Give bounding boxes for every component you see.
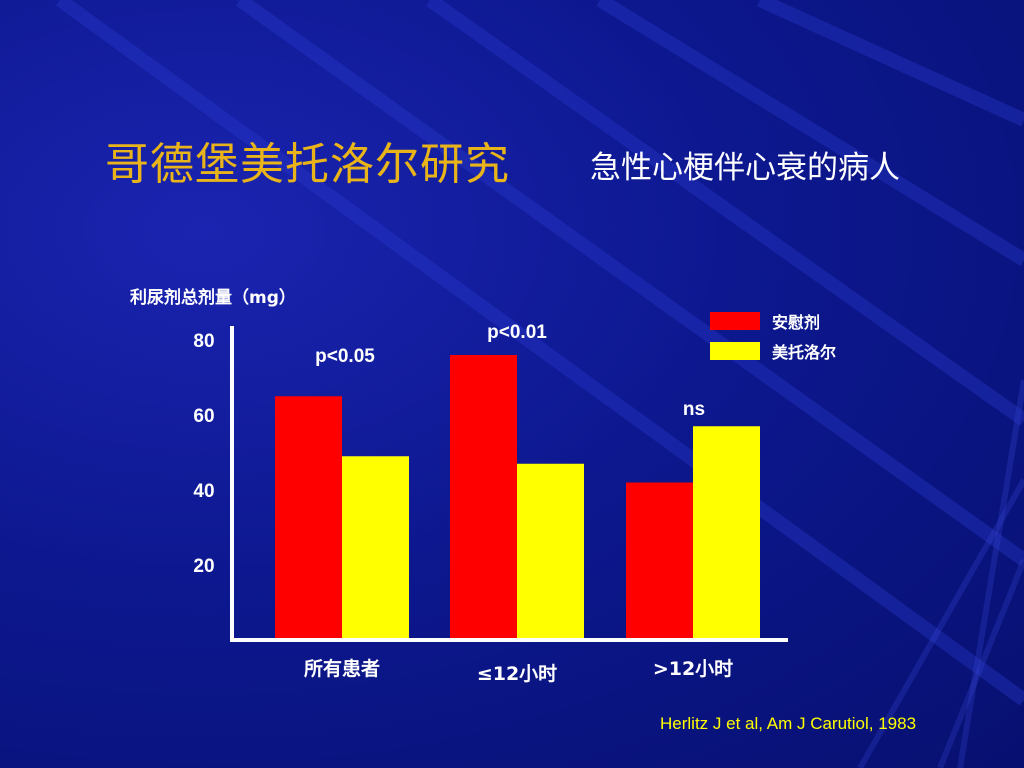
page-subtitle: 急性心梗伴心衰的病人 bbox=[590, 150, 900, 186]
bar-placebo-1 bbox=[450, 355, 517, 640]
y-axis-label: 利尿剂总剂量（mg） bbox=[130, 288, 296, 308]
bar-metoprolol-0 bbox=[342, 456, 409, 640]
significance-label: p<0.05 bbox=[315, 346, 375, 367]
y-tick-label: 80 bbox=[193, 331, 214, 352]
legend-label-placebo: 安慰剂 bbox=[772, 313, 821, 332]
y-tick-label: 20 bbox=[193, 556, 214, 577]
bar-placebo-0 bbox=[275, 396, 342, 640]
y-tick-label: 40 bbox=[193, 481, 214, 502]
legend: 安慰剂 美托洛尔 bbox=[710, 306, 836, 366]
significance-label: ns bbox=[683, 399, 705, 420]
legend-label-metoprolol: 美托洛尔 bbox=[772, 343, 837, 362]
bar-metoprolol-2 bbox=[693, 426, 760, 640]
bar-placebo-2 bbox=[626, 482, 693, 640]
legend-item-metoprolol: 美托洛尔 bbox=[710, 336, 836, 366]
x-category-label: ≤12小时 bbox=[477, 663, 557, 685]
significance-label: p<0.01 bbox=[487, 322, 547, 343]
legend-swatch-placebo bbox=[710, 312, 760, 330]
citation: Herlitz J et al, Am J Carutiol, 1983 bbox=[660, 714, 917, 733]
x-category-label: 所有患者 bbox=[304, 657, 380, 680]
legend-item-placebo: 安慰剂 bbox=[710, 306, 836, 336]
legend-swatch-metoprolol bbox=[710, 342, 760, 360]
x-category-label: >12小时 bbox=[653, 658, 733, 680]
page-title: 哥德堡美托洛尔研究 bbox=[105, 139, 510, 190]
bar-metoprolol-1 bbox=[517, 463, 584, 640]
y-tick-label: 60 bbox=[193, 406, 214, 427]
